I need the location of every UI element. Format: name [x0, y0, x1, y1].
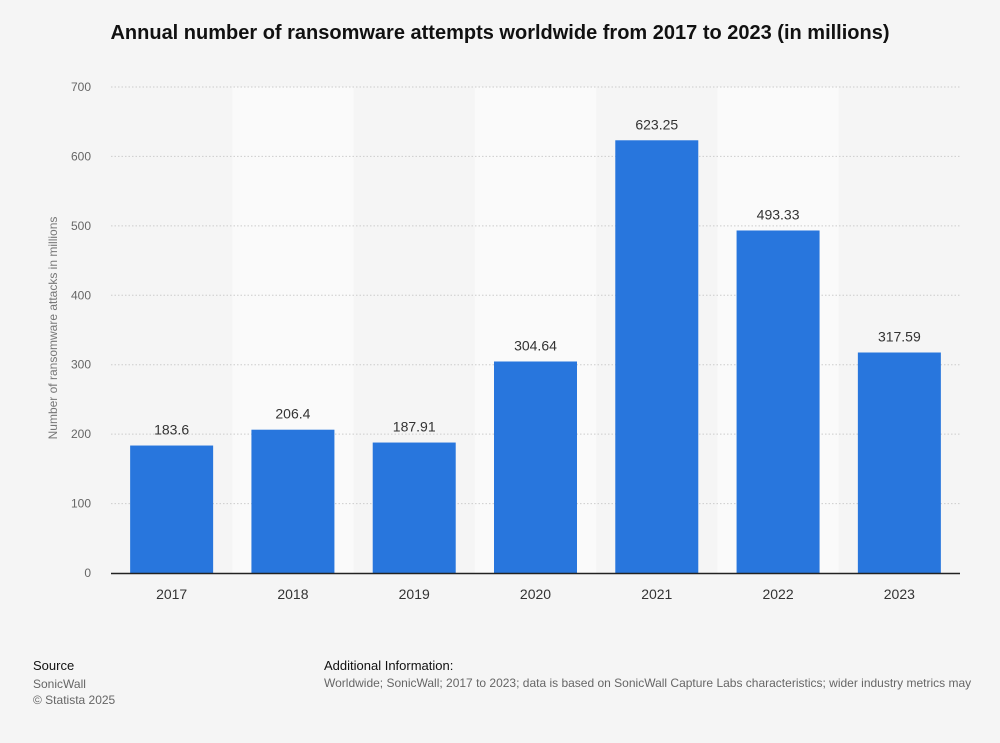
bar-2017 [130, 445, 214, 573]
data-label-2021: 623.25 [635, 116, 678, 132]
source-block: SonicWall © Statista 2025 [33, 676, 115, 708]
data-label-2017: 183.6 [154, 422, 189, 438]
x-tick-label-2021: 2021 [641, 586, 672, 602]
y-tick-label: 400 [71, 288, 91, 302]
data-label-2019: 187.91 [393, 419, 436, 435]
y-tick-label: 200 [71, 427, 91, 441]
data-label-2020: 304.64 [514, 337, 557, 353]
y-tick-label: 700 [71, 80, 91, 94]
x-tick-label-2018: 2018 [277, 586, 308, 602]
x-tick-label-2022: 2022 [762, 586, 793, 602]
bar-2020 [494, 361, 577, 573]
bar-2023 [857, 352, 941, 573]
y-tick-label: 600 [71, 149, 91, 163]
x-tick-label-2017: 2017 [156, 586, 187, 602]
bar-2022 [736, 230, 820, 573]
y-tick-label: 300 [71, 358, 91, 372]
source-heading: Source [33, 658, 75, 673]
x-tick-label-2020: 2020 [520, 586, 551, 602]
chart-title: Annual number of ransomware attempts wor… [110, 22, 890, 44]
y-tick-label: 500 [71, 219, 91, 233]
copyright-text: © Statista 2025 [33, 693, 116, 707]
source-name[interactable]: SonicWall [33, 677, 86, 691]
y-axis-label: Number of ransomware attacks in millions [46, 217, 60, 440]
bar-2019 [372, 442, 456, 573]
x-tick-label-2019: 2019 [399, 586, 430, 602]
data-label-2022: 493.33 [757, 206, 800, 222]
y-tick-label: 0 [84, 566, 91, 580]
x-tick-label-2023: 2023 [884, 586, 915, 602]
y-tick-label: 100 [71, 497, 91, 511]
additional-info-heading: Additional Information: [324, 658, 454, 673]
data-label-2018: 206.4 [275, 406, 310, 422]
bar-2018 [251, 429, 335, 573]
additional-info-text: Worldwide; SonicWall; 2017 to 2023; data… [324, 676, 972, 690]
data-label-2023: 317.59 [878, 329, 921, 345]
bar-2021 [615, 140, 699, 573]
